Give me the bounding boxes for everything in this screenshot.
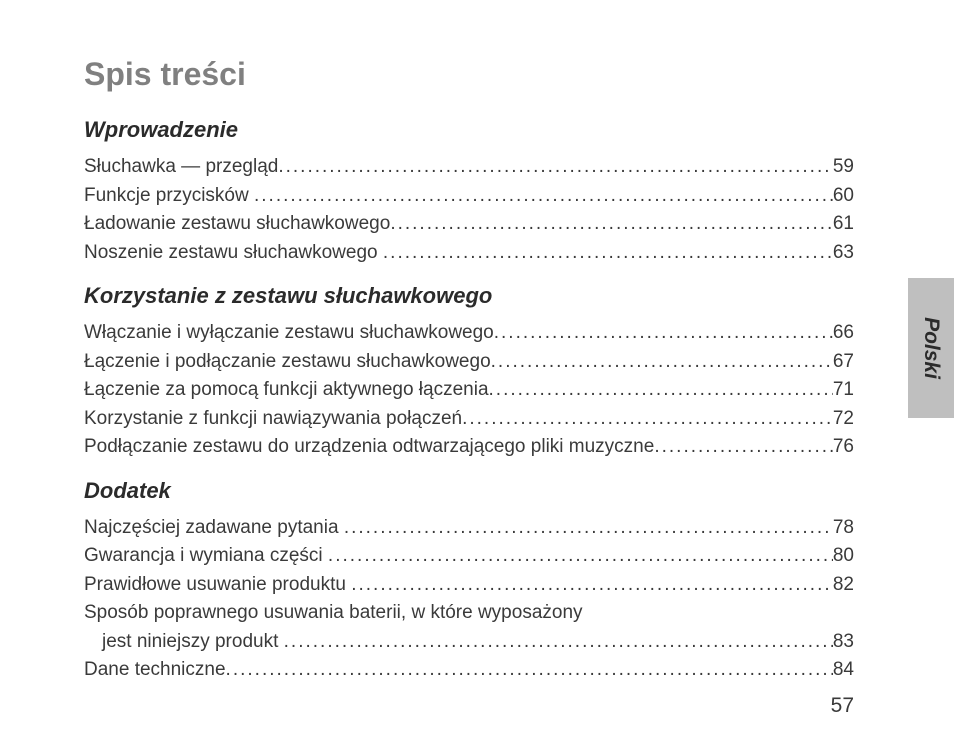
toc-dots [328,542,833,571]
toc-entry: Funkcje przycisków 60 [84,182,854,211]
toc-dots [383,239,833,268]
toc-dots [654,433,833,462]
toc-page: 61 [833,210,854,239]
language-tab: Polski [908,278,954,418]
toc-label: Podłączanie zestawu do urządzenia odtwar… [84,433,654,462]
toc-dots [351,571,833,600]
toc-label: Włączanie i wyłączanie zestawu słuchawko… [84,319,494,348]
toc-label: Funkcje przycisków [84,182,254,211]
page-content: Spis treści Wprowadzenie Słuchawka — prz… [84,56,854,685]
toc-page: 72 [833,405,854,434]
toc-dots [462,405,833,434]
toc-page: 84 [833,656,854,685]
toc-dots [284,628,833,657]
toc-dots [278,153,833,182]
section-korzystanie: Korzystanie z zestawu słuchawkowego Włąc… [84,283,854,462]
toc-page: 82 [833,571,854,600]
toc-entry: Słuchawka — przegląd 59 [84,153,854,182]
toc-entry: Prawidłowe usuwanie produktu 82 [84,571,854,600]
toc-entry: Łączenie za pomocą funkcji aktywnego łąc… [84,376,854,405]
toc-entry: Łączenie i podłączanie zestawu słuchawko… [84,348,854,377]
toc-dots [344,514,833,543]
toc-title: Spis treści [84,56,854,93]
toc-label: Łączenie za pomocą funkcji aktywnego łąc… [84,376,489,405]
language-tab-label: Polski [919,317,943,379]
toc-entry: Najczęściej zadawane pytania 78 [84,514,854,543]
toc-entry: Ładowanie zestawu słuchawkowego 61 [84,210,854,239]
toc-dots [390,210,833,239]
page-number: 57 [831,694,854,718]
toc-entry: Noszenie zestawu słuchawkowego 63 [84,239,854,268]
toc-dots [494,319,833,348]
toc-label: Gwarancja i wymiana części [84,542,328,571]
toc-entry: Dane techniczne 84 [84,656,854,685]
toc-page: 76 [833,433,854,462]
toc-dots [226,656,833,685]
toc-entry: Korzystanie z funkcji nawiązywania połąc… [84,405,854,434]
toc-entry-multiline-l1: Sposób poprawnego usuwania baterii, w kt… [84,599,854,628]
toc-label: Korzystanie z funkcji nawiązywania połąc… [84,405,462,434]
toc-label: Prawidłowe usuwanie produktu [84,571,351,600]
toc-label: jest niniejszy produkt [102,628,284,657]
toc-entry: Podłączanie zestawu do urządzenia odtwar… [84,433,854,462]
toc-page: 66 [833,319,854,348]
section-heading: Wprowadzenie [84,117,854,143]
toc-label: Najczęściej zadawane pytania [84,514,344,543]
toc-label: Słuchawka — przegląd [84,153,278,182]
toc-label: Noszenie zestawu słuchawkowego [84,239,383,268]
section-dodatek: Dodatek Najczęściej zadawane pytania 78 … [84,478,854,685]
toc-dots [254,182,833,211]
toc-label: Łączenie i podłączanie zestawu słuchawko… [84,348,491,377]
toc-page: 60 [833,182,854,211]
toc-page: 80 [833,542,854,571]
toc-dots [489,376,833,405]
toc-label: Ładowanie zestawu słuchawkowego [84,210,390,239]
toc-page: 67 [833,348,854,377]
toc-page: 63 [833,239,854,268]
toc-entry-multiline-l2: jest niniejszy produkt 83 [84,628,854,657]
toc-entry: Włączanie i wyłączanie zestawu słuchawko… [84,319,854,348]
toc-entry: Gwarancja i wymiana części 80 [84,542,854,571]
toc-page: 71 [833,376,854,405]
toc-page: 83 [833,628,854,657]
toc-page: 78 [833,514,854,543]
toc-dots [491,348,833,377]
section-heading: Korzystanie z zestawu słuchawkowego [84,283,854,309]
section-wprowadzenie: Wprowadzenie Słuchawka — przegląd 59 Fun… [84,117,854,267]
toc-label: Dane techniczne [84,656,226,685]
section-heading: Dodatek [84,478,854,504]
toc-page: 59 [833,153,854,182]
